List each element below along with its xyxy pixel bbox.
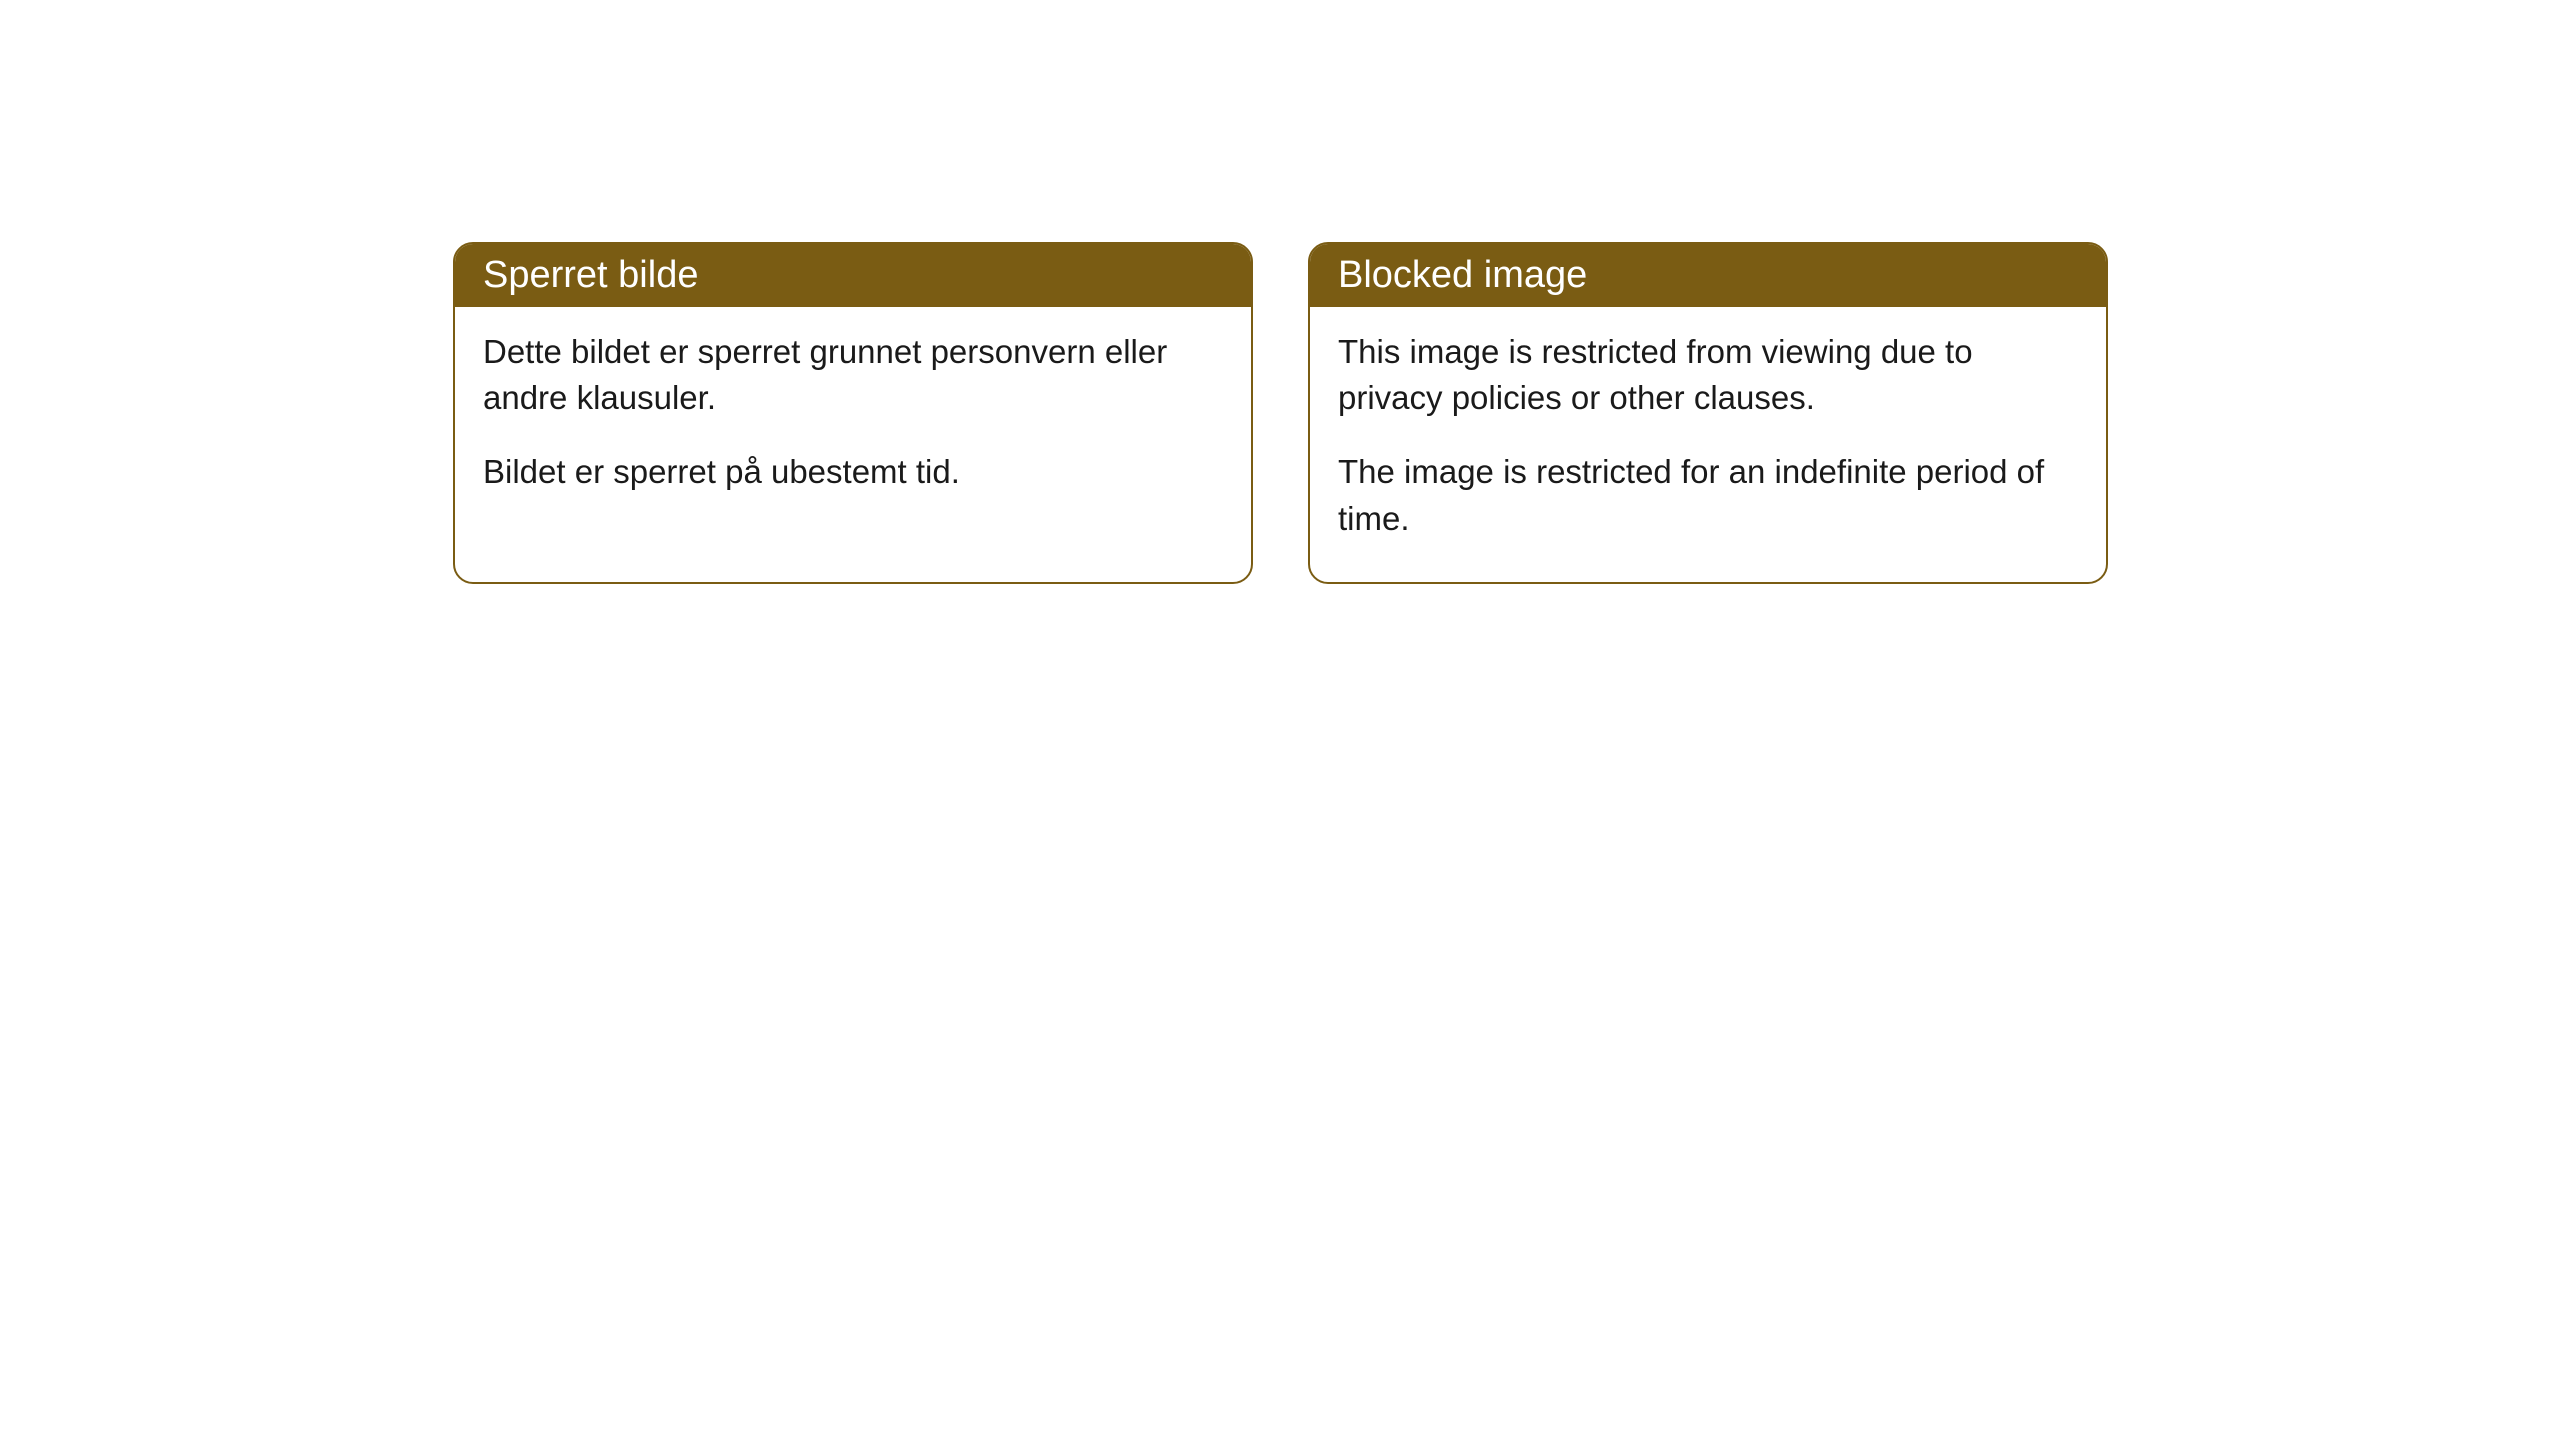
card-header: Blocked image [1310, 244, 2106, 307]
card-paragraph: Dette bildet er sperret grunnet personve… [483, 329, 1223, 421]
card-title: Sperret bilde [483, 254, 698, 296]
notice-cards-container: Sperret bilde Dette bildet er sperret gr… [453, 242, 2108, 584]
card-paragraph: This image is restricted from viewing du… [1338, 329, 2078, 421]
card-body: Dette bildet er sperret grunnet personve… [455, 307, 1251, 536]
card-body: This image is restricted from viewing du… [1310, 307, 2106, 582]
blocked-image-card-english: Blocked image This image is restricted f… [1308, 242, 2108, 584]
card-paragraph: Bildet er sperret på ubestemt tid. [483, 449, 1223, 495]
card-title: Blocked image [1338, 254, 1587, 296]
card-paragraph: The image is restricted for an indefinit… [1338, 449, 2078, 541]
blocked-image-card-norwegian: Sperret bilde Dette bildet er sperret gr… [453, 242, 1253, 584]
card-header: Sperret bilde [455, 244, 1251, 307]
